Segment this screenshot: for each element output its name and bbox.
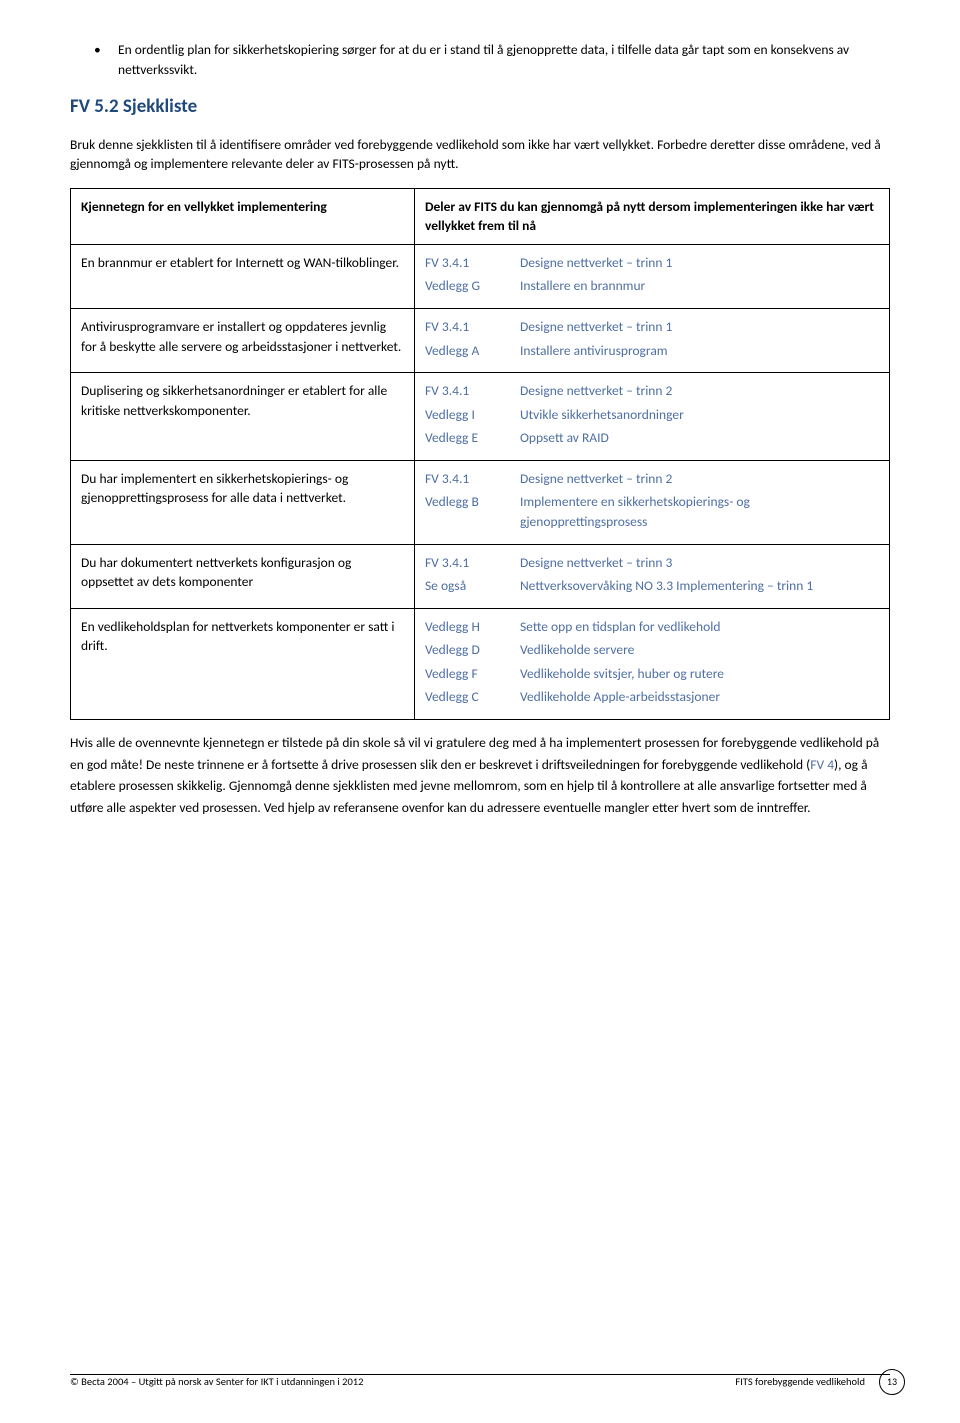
reference-row: Vedlegg IUtvikle sikkerhetsanordninger xyxy=(425,405,879,425)
table-cell-references: FV 3.4.1Designe nettverket – trinn 1Vedl… xyxy=(414,244,889,308)
table-row: En brannmur er etablert for Internett og… xyxy=(71,244,890,308)
reference-row: FV 3.4.1Designe nettverket – trinn 2 xyxy=(425,381,879,401)
reference-row: Vedlegg AInstallere antivirusprogram xyxy=(425,341,879,361)
reference-row: Vedlegg BImplementere en sikkerhetskopie… xyxy=(425,492,879,531)
table-row: Du har implementert en sikkerhetskopieri… xyxy=(71,460,890,544)
bullet-item: • En ordentlig plan for sikkerhetskopier… xyxy=(70,40,890,79)
reference-code[interactable]: FV 3.4.1 xyxy=(425,553,520,573)
intro-paragraph: Bruk denne sjekklisten til å identifiser… xyxy=(70,135,890,174)
table-cell-references: Vedlegg HSette opp en tidsplan for vedli… xyxy=(414,608,889,719)
table-header-left: Kjennetegn for en vellykket implementeri… xyxy=(71,188,415,244)
reference-code[interactable]: FV 3.4.1 xyxy=(425,317,520,337)
table-cell-feature: Du har dokumentert nettverkets konfigura… xyxy=(71,544,415,608)
reference-row: FV 3.4.1Designe nettverket – trinn 1 xyxy=(425,317,879,337)
table-cell-feature: En vedlikeholdsplan for nettverkets komp… xyxy=(71,608,415,719)
inline-link[interactable]: FV 4 xyxy=(810,756,834,773)
reference-description[interactable]: Implementere en sikkerhetskopierings- og… xyxy=(520,492,879,531)
table-cell-feature: Duplisering og sikkerhetsanordninger er … xyxy=(71,373,415,461)
table-row: Du har dokumentert nettverkets konfigura… xyxy=(71,544,890,608)
reference-code[interactable]: FV 3.4.1 xyxy=(425,469,520,489)
section-heading: FV 5.2 Sjekkliste xyxy=(70,93,890,121)
checklist-table: Kjennetegn for en vellykket implementeri… xyxy=(70,188,890,720)
reference-code[interactable]: Vedlegg H xyxy=(425,617,520,637)
table-row: En vedlikeholdsplan for nettverkets komp… xyxy=(71,608,890,719)
reference-code[interactable]: Vedlegg F xyxy=(425,664,520,684)
reference-code[interactable]: Vedlegg D xyxy=(425,640,520,660)
table-cell-feature: En brannmur er etablert for Internett og… xyxy=(71,244,415,308)
footer-left-text: © Becta 2004 – Utgitt på norsk av Senter… xyxy=(70,1374,363,1389)
reference-description[interactable]: Designe nettverket – trinn 3 xyxy=(520,553,879,573)
table-cell-references: FV 3.4.1Designe nettverket – trinn 1Vedl… xyxy=(414,309,889,373)
reference-description[interactable]: Designe nettverket – trinn 1 xyxy=(520,317,879,337)
reference-description[interactable]: Vedlikeholde Apple-arbeidsstasjoner xyxy=(520,687,879,707)
reference-row: Vedlegg DVedlikeholde servere xyxy=(425,640,879,660)
reference-code[interactable]: Vedlegg G xyxy=(425,276,520,296)
reference-description[interactable]: Vedlikeholde svitsjer, huber og rutere xyxy=(520,664,879,684)
page-footer: © Becta 2004 – Utgitt på norsk av Senter… xyxy=(70,1369,905,1395)
reference-code[interactable]: Vedlegg I xyxy=(425,405,520,425)
outro-paragraph: Hvis alle de ovennevnte kjennetegn er ti… xyxy=(70,732,890,818)
reference-row: Vedlegg E Oppsett av RAID xyxy=(425,428,879,448)
table-header-row: Kjennetegn for en vellykket implementeri… xyxy=(71,188,890,244)
reference-row: Vedlegg FVedlikeholde svitsjer, huber og… xyxy=(425,664,879,684)
reference-row: Vedlegg CVedlikeholde Apple-arbeidsstasj… xyxy=(425,687,879,707)
reference-row: FV 3.4.1Designe nettverket – trinn 1 xyxy=(425,253,879,273)
table-row: Antivirusprogramvare er installert og op… xyxy=(71,309,890,373)
footer-right-text: FITS forebyggende vedlikehold xyxy=(735,1374,865,1389)
reference-description[interactable]: Designe nettverket – trinn 2 xyxy=(520,469,879,489)
table-cell-feature: Du har implementert en sikkerhetskopieri… xyxy=(71,460,415,544)
table-header-right: Deler av FITS du kan gjennomgå på nytt d… xyxy=(414,188,889,244)
reference-description[interactable]: Designe nettverket – trinn 2 xyxy=(520,381,879,401)
reference-description[interactable]: Sette opp en tidsplan for vedlikehold xyxy=(520,617,879,637)
table-cell-references: FV 3.4.1Designe nettverket – trinn 2Vedl… xyxy=(414,460,889,544)
table-row: Duplisering og sikkerhetsanordninger er … xyxy=(71,373,890,461)
table-cell-feature: Antivirusprogramvare er installert og op… xyxy=(71,309,415,373)
reference-code[interactable]: Vedlegg C xyxy=(425,687,520,707)
reference-description[interactable]: Designe nettverket – trinn 1 xyxy=(520,253,879,273)
reference-description[interactable]: Oppsett av RAID xyxy=(520,428,879,448)
reference-description[interactable]: Utvikle sikkerhetsanordninger xyxy=(520,405,879,425)
reference-code[interactable]: Se også xyxy=(425,576,520,596)
reference-row: FV 3.4.1Designe nettverket – trinn 2 xyxy=(425,469,879,489)
reference-description[interactable]: Nettverksovervåking NO 3.3 Implementerin… xyxy=(520,576,879,596)
outro-text-before: Hvis alle de ovennevnte kjennetegn er ti… xyxy=(70,734,879,773)
reference-description[interactable]: Installere en brannmur xyxy=(520,276,879,296)
table-cell-references: FV 3.4.1Designe nettverket – trinn 3Se o… xyxy=(414,544,889,608)
reference-row: FV 3.4.1Designe nettverket – trinn 3 xyxy=(425,553,879,573)
reference-code[interactable]: FV 3.4.1 xyxy=(425,381,520,401)
page-number-badge: 13 xyxy=(879,1369,905,1395)
table-cell-references: FV 3.4.1Designe nettverket – trinn 2Vedl… xyxy=(414,373,889,461)
reference-code[interactable]: Vedlegg B xyxy=(425,492,520,531)
reference-code[interactable]: FV 3.4.1 xyxy=(425,253,520,273)
reference-description[interactable]: Installere antivirusprogram xyxy=(520,341,879,361)
footer-right-group: FITS forebyggende vedlikehold 13 xyxy=(735,1369,905,1395)
reference-row: Vedlegg HSette opp en tidsplan for vedli… xyxy=(425,617,879,637)
bullet-mark: • xyxy=(70,40,118,79)
reference-code[interactable]: Vedlegg A xyxy=(425,341,520,361)
reference-code[interactable]: Vedlegg E xyxy=(425,428,520,448)
reference-row: Vedlegg GInstallere en brannmur xyxy=(425,276,879,296)
reference-description[interactable]: Vedlikeholde servere xyxy=(520,640,879,660)
reference-row: Se ogsåNettverksovervåking NO 3.3 Implem… xyxy=(425,576,879,596)
bullet-text: En ordentlig plan for sikkerhetskopierin… xyxy=(118,40,890,79)
